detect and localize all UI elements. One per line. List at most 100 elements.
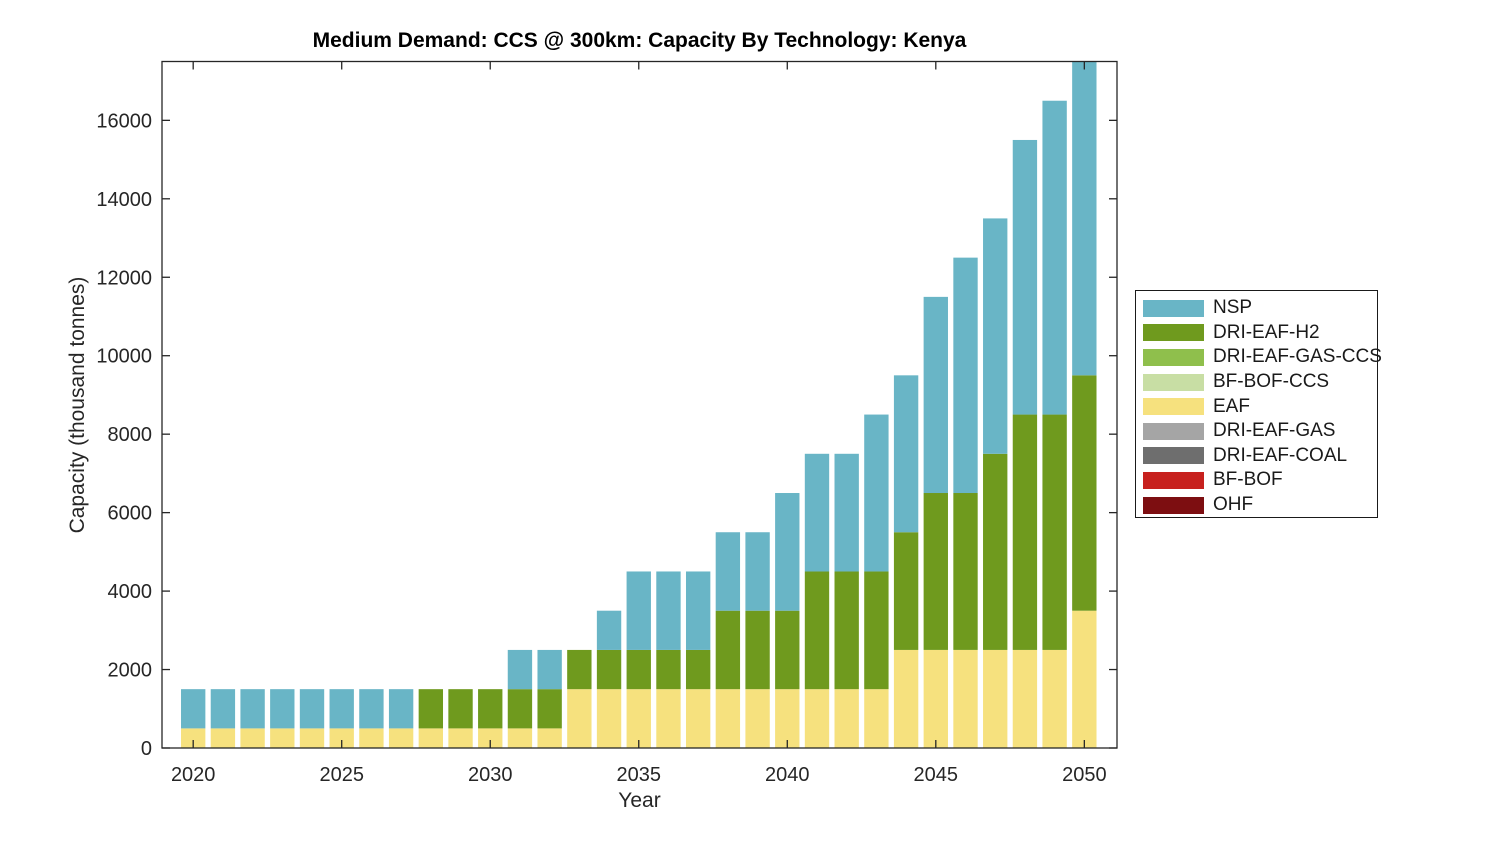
y-axis-label: Capacity (thousand tonnes) xyxy=(66,276,89,534)
bar-segment-2047-DRI-EAF-H2 xyxy=(983,453,1008,650)
bar-segment-2044-EAF xyxy=(893,649,919,748)
x-tick-label-2035: 2035 xyxy=(617,764,662,786)
legend-label-DRI-EAF-COAL: DRI-EAF-COAL xyxy=(1213,444,1348,466)
bar-segment-2046-EAF xyxy=(953,649,978,748)
bar-segment-2026-EAF xyxy=(359,728,384,748)
y-tick-label-6000: 6000 xyxy=(108,503,153,525)
bar-segment-2020-EAF xyxy=(181,728,206,748)
legend-item-EAF: EAF xyxy=(1136,394,1377,419)
y-tick-label-4000: 4000 xyxy=(108,581,153,603)
bar-segment-2038-DRI-EAF-H2 xyxy=(715,610,741,690)
legend-swatch-NSP xyxy=(1143,299,1204,317)
legend-label-NSP: NSP xyxy=(1213,297,1253,319)
bar-segment-2028-EAF xyxy=(418,728,444,748)
bar-segment-2042-NSP xyxy=(834,453,859,572)
bar-segment-2024-NSP xyxy=(299,689,325,729)
bar-segment-2048-EAF xyxy=(1012,649,1038,748)
bar-segment-2025-NSP xyxy=(329,689,354,729)
bar-segment-2042-DRI-EAF-H2 xyxy=(834,571,859,690)
legend-item-DRI-EAF-COAL: DRI-EAF-COAL xyxy=(1136,444,1377,469)
bar-segment-2031-NSP xyxy=(507,649,533,690)
bar-segment-2021-NSP xyxy=(210,689,236,729)
bar-segment-2038-EAF xyxy=(715,689,741,748)
y-tick-label-12000: 12000 xyxy=(96,267,152,289)
legend-item-DRI-EAF-H2: DRI-EAF-H2 xyxy=(1136,321,1377,346)
bar-segment-2023-EAF xyxy=(270,728,295,748)
bar-segment-2037-DRI-EAF-H2 xyxy=(685,649,711,690)
y-tick-label-16000: 16000 xyxy=(96,110,152,132)
bar-segment-2035-DRI-EAF-H2 xyxy=(626,649,651,690)
bar-segment-2048-NSP xyxy=(1012,139,1038,415)
bar-segment-2049-DRI-EAF-H2 xyxy=(1042,414,1067,650)
bar-segment-2050-NSP xyxy=(1072,61,1097,376)
bar-segment-2049-NSP xyxy=(1042,100,1067,415)
legend-label-EAF: EAF xyxy=(1213,395,1250,417)
bar-segment-2037-NSP xyxy=(685,571,711,650)
bar-segment-2044-NSP xyxy=(893,375,919,533)
bar-segment-2031-DRI-EAF-H2 xyxy=(507,689,533,729)
legend-item-BF-BOF: BF-BOF xyxy=(1136,468,1377,493)
bar-segment-2026-NSP xyxy=(359,689,384,729)
bar-segment-2020-NSP xyxy=(181,689,206,729)
legend-item-BF-BOF-CCS: BF-BOF-CCS xyxy=(1136,370,1377,395)
legend-label-BF-BOF-CCS: BF-BOF-CCS xyxy=(1213,371,1330,393)
bar-segment-2048-DRI-EAF-H2 xyxy=(1012,414,1038,650)
legend-swatch-OHF xyxy=(1143,496,1204,514)
bar-segment-2032-DRI-EAF-H2 xyxy=(537,689,562,729)
legend-swatch-DRI-EAF-GAS-CCS xyxy=(1143,348,1204,366)
bar-segment-2024-EAF xyxy=(299,728,325,748)
legend-swatch-BF-BOF-CCS xyxy=(1143,373,1204,391)
bar-segment-2035-NSP xyxy=(626,571,651,650)
bar-segment-2023-NSP xyxy=(270,689,295,729)
bar-segment-2041-EAF xyxy=(804,689,830,748)
bar-segment-2036-NSP xyxy=(656,571,681,650)
y-tick-label-14000: 14000 xyxy=(96,189,152,211)
bar-segment-2035-EAF xyxy=(626,689,651,748)
x-tick-label-2050: 2050 xyxy=(1062,764,1107,786)
bar-segment-2029-EAF xyxy=(448,728,473,748)
bar-segment-2033-DRI-EAF-H2 xyxy=(567,649,592,690)
bar-segment-2034-DRI-EAF-H2 xyxy=(596,649,622,690)
y-tick-label-10000: 10000 xyxy=(96,346,152,368)
y-tick-label-2000: 2000 xyxy=(108,660,153,682)
bar-segment-2040-EAF xyxy=(775,689,800,748)
bar-segment-2030-EAF xyxy=(478,728,503,748)
bar-segment-2050-DRI-EAF-H2 xyxy=(1072,375,1097,611)
legend-item-OHF: OHF xyxy=(1136,493,1377,518)
bar-segment-2041-DRI-EAF-H2 xyxy=(804,571,830,690)
y-tick-label-8000: 8000 xyxy=(108,424,153,446)
bar-segment-2021-EAF xyxy=(210,728,236,748)
bar-segment-2030-DRI-EAF-H2 xyxy=(478,689,503,729)
bar-segment-2050-EAF xyxy=(1072,610,1097,748)
bar-segment-2036-EAF xyxy=(656,689,681,748)
bar-segment-2040-DRI-EAF-H2 xyxy=(775,610,800,690)
bar-segment-2036-DRI-EAF-H2 xyxy=(656,649,681,690)
x-tick-label-2020: 2020 xyxy=(171,764,216,786)
bar-segment-2040-NSP xyxy=(775,493,800,611)
legend-swatch-DRI-EAF-COAL xyxy=(1143,447,1204,465)
bar-segment-2045-EAF xyxy=(923,649,948,748)
legend-label-OHF: OHF xyxy=(1213,494,1254,516)
bar-segment-2047-EAF xyxy=(983,649,1008,748)
bar-segment-2028-DRI-EAF-H2 xyxy=(418,689,444,729)
legend-label-DRI-EAF-H2: DRI-EAF-H2 xyxy=(1213,321,1320,343)
bar-segment-2031-EAF xyxy=(507,728,533,748)
bar-segment-2044-DRI-EAF-H2 xyxy=(893,532,919,650)
legend-swatch-BF-BOF xyxy=(1143,471,1204,489)
bar-segment-2045-DRI-EAF-H2 xyxy=(923,493,948,650)
x-tick-label-2040: 2040 xyxy=(765,764,810,786)
bar-segment-2045-NSP xyxy=(923,296,948,494)
bar-segment-2039-EAF xyxy=(745,689,770,748)
bar-segment-2049-EAF xyxy=(1042,649,1067,748)
bar-segment-2043-DRI-EAF-H2 xyxy=(864,571,889,690)
bar-segment-2034-EAF xyxy=(596,689,622,748)
legend-swatch-DRI-EAF-H2 xyxy=(1143,324,1204,342)
y-tick-label-0: 0 xyxy=(141,738,152,760)
legend-label-BF-BOF: BF-BOF xyxy=(1213,469,1283,491)
x-tick-label-2045: 2045 xyxy=(914,764,959,786)
x-axis-label: Year xyxy=(618,789,661,812)
x-tick-label-2030: 2030 xyxy=(468,764,513,786)
bar-segment-2025-EAF xyxy=(329,728,354,748)
